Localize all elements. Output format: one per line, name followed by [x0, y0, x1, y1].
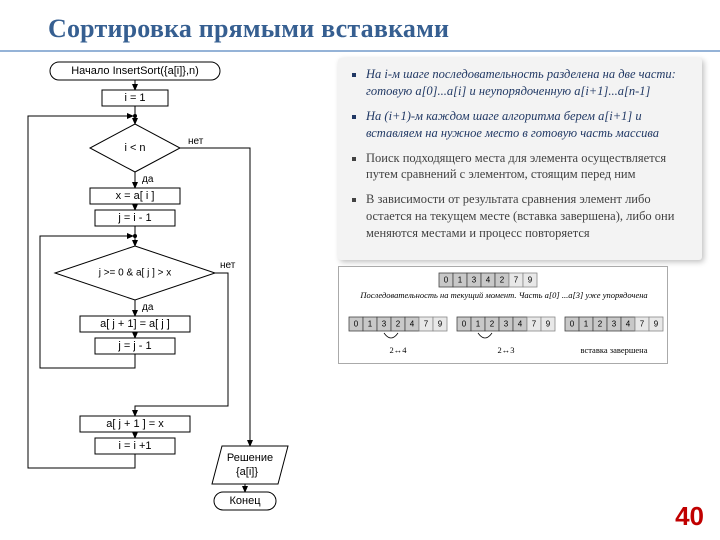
svg-text:2: 2 [598, 319, 603, 328]
svg-text:2: 2 [500, 275, 505, 284]
svg-text:9: 9 [438, 319, 443, 328]
svg-text:0: 0 [444, 275, 449, 284]
node-init-i-text: i = 1 [124, 92, 145, 104]
node-result-text1: Решение [227, 452, 273, 464]
bullet-item: Поиск подходящего места для элемента осу… [366, 150, 692, 184]
node-result-text2: {a[i]} [236, 466, 258, 478]
svg-text:0: 0 [354, 319, 359, 328]
svg-text:4: 4 [486, 275, 491, 284]
svg-text:вставка завершена: вставка завершена [581, 345, 648, 355]
svg-text:Последовательность на текущий: Последовательность на текущий момент. Ча… [359, 290, 647, 300]
svg-text:4: 4 [518, 319, 523, 328]
bullet-list: На i-м шаге последовательность разделена… [338, 58, 702, 260]
illustration: 0134279Последовательность на текущий мом… [338, 266, 668, 364]
svg-text:9: 9 [546, 319, 551, 328]
bullet-item: На (i+1)-м каждом шаге алгоритма берем a… [366, 108, 692, 142]
svg-text:7: 7 [514, 275, 519, 284]
node-init-j-text: j = i - 1 [117, 212, 151, 224]
svg-text:0: 0 [570, 319, 575, 328]
svg-text:7: 7 [532, 319, 537, 328]
page-number: 40 [675, 501, 704, 532]
svg-text:1: 1 [368, 319, 373, 328]
svg-text:3: 3 [472, 275, 477, 284]
cond2-yes-label: да [142, 302, 154, 313]
flowchart: Начало InsertSort({a[i]},n) i = 1 i < n … [10, 58, 330, 534]
svg-text:7: 7 [640, 319, 645, 328]
svg-text:1: 1 [476, 319, 481, 328]
svg-text:2: 2 [396, 319, 401, 328]
cond2-no-label: нет [220, 260, 236, 271]
node-shift-text: a[ j + 1] = a[ j ] [100, 318, 170, 330]
cond1-no-label: нет [188, 136, 204, 147]
svg-text:1: 1 [584, 319, 589, 328]
content-area: Начало InsertSort({a[i]},n) i = 1 i < n … [0, 52, 720, 534]
svg-text:2↔4: 2↔4 [390, 345, 408, 355]
node-put-text: a[ j + 1 ] = x [106, 418, 164, 430]
svg-text:1: 1 [458, 275, 463, 284]
svg-text:4: 4 [626, 319, 631, 328]
svg-text:9: 9 [654, 319, 659, 328]
svg-text:2: 2 [490, 319, 495, 328]
node-cond2-text: j >= 0 & a[ j ] > x [98, 268, 172, 279]
node-end-text: Конец [229, 495, 261, 507]
bullet-item: В зависимости от результата сравнения эл… [366, 191, 692, 242]
slide-title: Сортировка прямыми вставками [0, 0, 720, 52]
right-column: На i-м шаге последовательность разделена… [330, 52, 720, 534]
svg-text:3: 3 [504, 319, 509, 328]
svg-text:9: 9 [528, 275, 533, 284]
svg-text:0: 0 [462, 319, 467, 328]
svg-text:3: 3 [612, 319, 617, 328]
svg-text:7: 7 [424, 319, 429, 328]
svg-text:3: 3 [382, 319, 387, 328]
svg-text:2↔3: 2↔3 [498, 345, 515, 355]
bullet-item: На i-м шаге последовательность разделена… [366, 66, 692, 100]
cond1-yes-label: да [142, 174, 154, 185]
node-start-text: Начало InsertSort({a[i]},n) [71, 65, 199, 77]
node-inc-i-text: i = i +1 [118, 440, 151, 452]
node-set-x-text: x = a[ i ] [116, 190, 155, 202]
node-dec-j-text: j = j - 1 [117, 340, 151, 352]
node-cond1-text: i < n [124, 142, 145, 154]
svg-text:4: 4 [410, 319, 415, 328]
